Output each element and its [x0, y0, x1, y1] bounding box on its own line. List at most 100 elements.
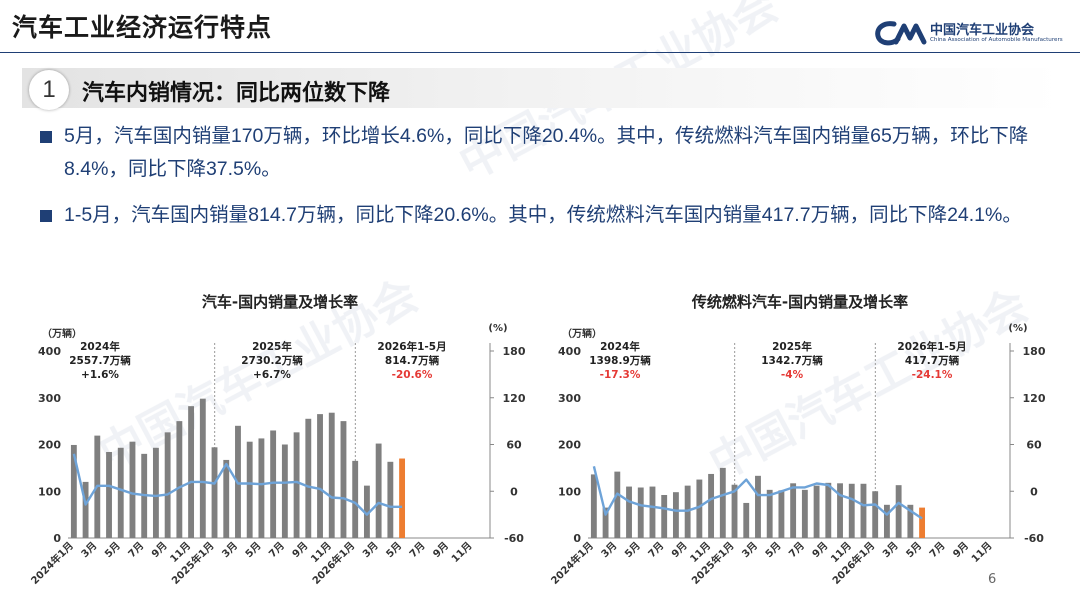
annotation-volume: 417.7万辆: [905, 354, 960, 367]
sales-bar: [602, 507, 609, 538]
sales-bar: [801, 489, 808, 538]
x-tick-label: 5月: [384, 540, 404, 560]
annotation-year: 2025年: [772, 340, 812, 353]
page-title: 汽车工业经济运行特点: [12, 13, 273, 42]
x-tick-label: 7月: [646, 540, 666, 560]
sales-bar: [211, 447, 218, 538]
y2-tick-label: -60: [504, 532, 524, 545]
sales-bar: [649, 486, 656, 538]
y2-tick-label: 180: [1023, 345, 1046, 358]
sales-bar: [305, 418, 312, 538]
chart-title: 传统燃料汽车-国内销量及增长率: [691, 293, 908, 311]
annotation-volume: 1342.7万辆: [761, 354, 823, 367]
sales-bar-highlight: [919, 507, 926, 538]
y-axis-unit-left: （万辆）: [562, 327, 602, 340]
x-tick-label: 9月: [149, 540, 169, 560]
sales-bar: [661, 494, 668, 538]
annotation-growth: +1.6%: [81, 369, 119, 381]
x-tick-label: 5月: [243, 540, 263, 560]
section-title: 汽车内销情况：同比两位数下降: [82, 81, 391, 106]
annotation-year: 2025年: [252, 340, 292, 353]
annotation-growth: -20.6%: [392, 369, 433, 381]
x-tick-label: 5月: [904, 540, 924, 560]
bullet-text: 1-5月，汽车国内销量814.7万辆，同比下降20.6%。其中，传统燃料汽车国内…: [64, 204, 1022, 226]
sales-bar: [907, 504, 914, 538]
bullet-square-icon: [40, 131, 52, 143]
x-tick-label: 9月: [431, 540, 451, 560]
sales-bar: [719, 467, 726, 538]
x-tick-label: 9月: [669, 540, 689, 560]
x-tick-label: 5月: [622, 540, 642, 560]
x-tick-label: 9月: [810, 540, 830, 560]
y-tick-label: 100: [558, 485, 581, 498]
sales-bar: [672, 492, 679, 538]
annotation-year: 2024年: [80, 340, 120, 353]
page-number: 6: [988, 572, 997, 587]
chart-fuel-vehicle-sales: 传统燃料汽车-国内销量及增长率 （万辆） (%) 0 100 200 300 400 -60 0 6…: [548, 293, 1046, 587]
x-tick-label: 7月: [927, 540, 947, 560]
x-tick-label: 9月: [290, 540, 310, 560]
x-tick-label: 5月: [763, 540, 783, 560]
sales-bar: [708, 473, 715, 538]
y2-tick-label: 180: [503, 345, 526, 358]
logo-text-en: China Association of Automobile Manufact…: [930, 37, 1063, 43]
y-tick-label: 300: [558, 392, 581, 405]
section-band: [22, 68, 1062, 108]
sales-bar: [883, 504, 890, 538]
sales-bar: [82, 481, 89, 538]
sales-bar: [848, 483, 855, 538]
logo-text-cn: 中国汽车工业协会: [930, 23, 1035, 38]
annotation-volume: 1398.9万辆: [589, 354, 651, 367]
sales-bar: [696, 479, 703, 538]
y2-tick-label: 0: [510, 485, 518, 498]
x-tick-label: 7月: [267, 540, 287, 560]
x-tick-label: 3月: [360, 540, 380, 560]
y-tick-label: 400: [558, 345, 581, 358]
x-tick-label: 11月: [969, 540, 994, 565]
sales-bar: [223, 459, 230, 538]
y-tick-label: 200: [558, 439, 581, 452]
sales-bar: [176, 421, 183, 538]
chart-domestic-sales: 汽车-国内销量及增长率 （万辆） (%) 0 100 200 300 400 -60 0 60 120…: [28, 293, 526, 587]
y2-tick-label: 60: [506, 439, 522, 452]
x-tick-label: 3月: [880, 540, 900, 560]
y-tick-label: 100: [38, 485, 61, 498]
x-tick-label: 5月: [102, 540, 122, 560]
sales-bar: [281, 444, 288, 538]
sales-bar: [872, 491, 879, 538]
sales-bar: [363, 485, 370, 538]
sales-bar: [270, 430, 277, 538]
sales-bar: [352, 460, 359, 538]
sales-bar: [188, 406, 195, 538]
sales-bar: [152, 447, 159, 538]
annotation-year: 2026年1-5月: [377, 340, 446, 353]
sales-bar: [70, 444, 77, 538]
sales-bar: [766, 489, 773, 538]
sales-bar: [387, 461, 394, 538]
bullet-text: 5月，汽车国内销量170万辆，环比增长4.6%，同比下降20.4%。其中，传统燃…: [64, 125, 1029, 180]
bullet-item: 5月，汽车国内销量170万辆，环比增长4.6%，同比下降20.4%。其中，传统燃…: [40, 120, 1050, 186]
bullet-item: 1-5月，汽车国内销量814.7万辆，同比下降20.6%。其中，传统燃料汽车国内…: [40, 199, 1050, 232]
caam-logo-icon: [875, 21, 927, 46]
y2-tick-label: 120: [503, 392, 526, 405]
sales-bar: [328, 412, 335, 538]
x-tick-label: 3月: [599, 540, 619, 560]
sales-bar: [375, 443, 382, 538]
sales-bar: [626, 486, 632, 538]
x-tick-label: 7月: [407, 540, 427, 560]
sales-bar: [199, 398, 206, 538]
sales-bar: [813, 485, 820, 538]
sales-bar: [106, 451, 112, 538]
section-number: 1: [29, 70, 69, 110]
annotation-growth: +6.7%: [253, 369, 291, 381]
x-tick-label: 7月: [787, 540, 807, 560]
sales-bar: [293, 432, 300, 538]
annotation-growth: -17.3%: [600, 369, 641, 381]
annotation-year: 2026年1-5月: [897, 340, 966, 353]
annotation-volume: 814.7万辆: [385, 354, 440, 367]
sales-bar: [637, 487, 644, 538]
sales-bar-highlight: [399, 458, 406, 538]
x-tick-label: 3月: [79, 540, 99, 560]
sales-bar: [837, 483, 843, 538]
y-tick-label: 0: [53, 532, 61, 545]
